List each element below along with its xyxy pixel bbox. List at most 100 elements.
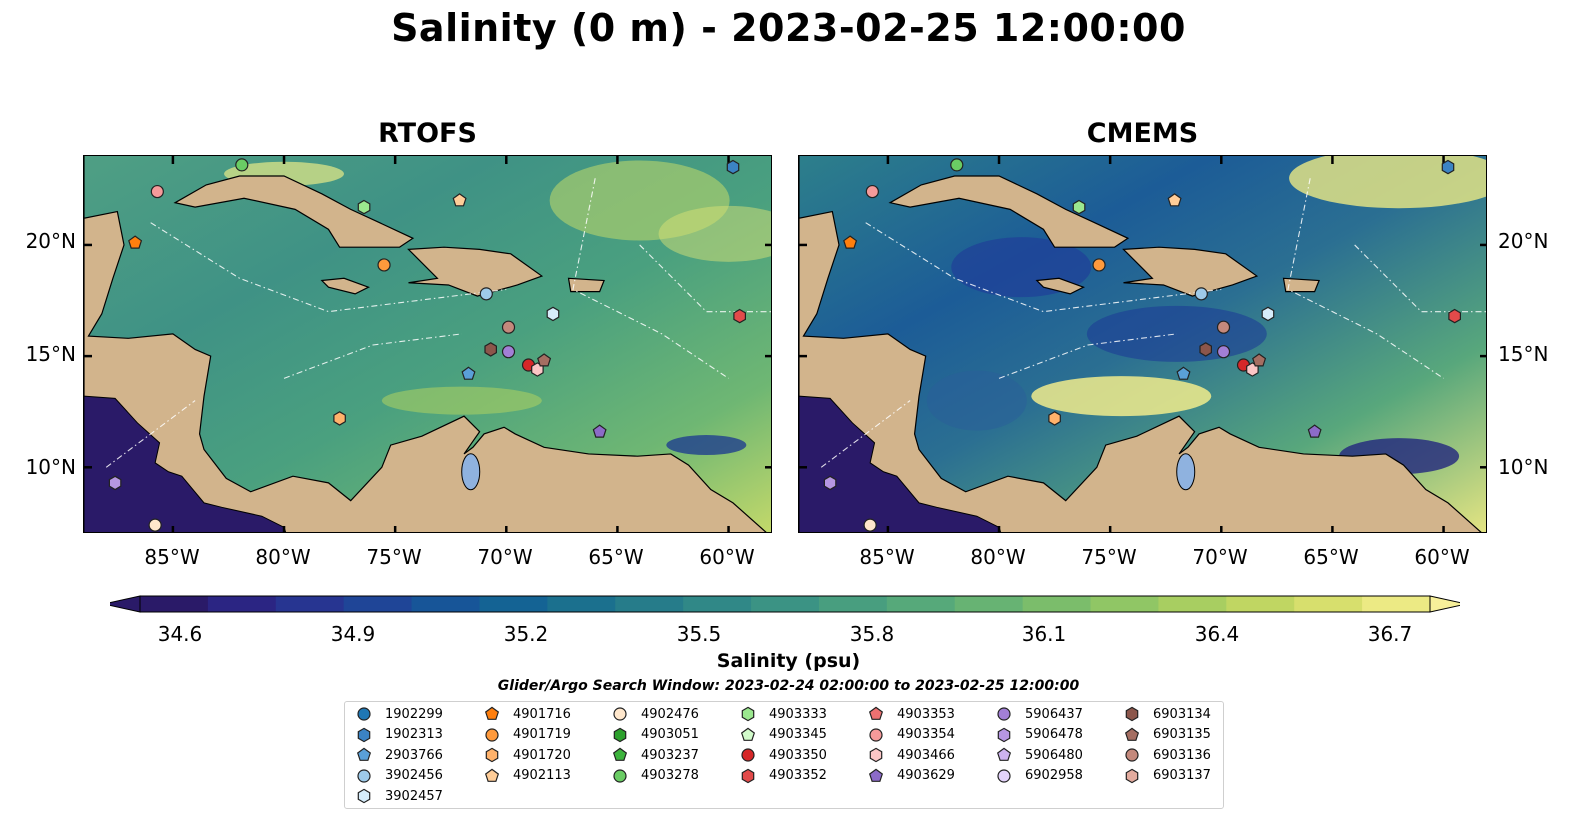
- colorbar-segment: [1158, 596, 1227, 612]
- legend-item: 5906478: [995, 725, 1083, 745]
- legend-label: 4903051: [641, 727, 699, 742]
- float-marker-3902457: [546, 306, 560, 322]
- salinity-patch: [1289, 156, 1486, 209]
- legend-marker: [485, 747, 499, 763]
- circle-marker-icon: [1125, 748, 1139, 762]
- legend-label: 4901720: [513, 747, 571, 763]
- legend-label: 6902958: [1025, 768, 1083, 783]
- pacific-ocean-overlay: [799, 395, 1002, 532]
- salinity-patch: [1031, 376, 1212, 417]
- float-marker-6903134: [1199, 342, 1212, 357]
- pentagon-marker-icon: [996, 747, 1012, 761]
- float-marker-6903136: [1216, 320, 1231, 334]
- legend-marker: [997, 768, 1011, 783]
- land-jamaica: [320, 277, 371, 295]
- legend-item: 6902958: [995, 766, 1083, 786]
- colorbar-segment: [411, 596, 480, 612]
- colorbar-tick: 36.1: [1021, 622, 1067, 646]
- eez-boundary: [865, 222, 1222, 313]
- legend-label: 4903352: [769, 768, 827, 783]
- circle-marker-icon: [613, 707, 627, 721]
- circle-marker-icon: [741, 748, 755, 762]
- legend-label: 1902299: [385, 706, 443, 722]
- circle-marker-icon: [357, 768, 371, 783]
- legend-item: 5906480: [995, 745, 1083, 765]
- float-marker-4903278: [950, 158, 964, 172]
- legend-marker: [613, 707, 627, 721]
- salinity-patch: [658, 205, 771, 262]
- pentagon-marker-icon: [484, 706, 500, 720]
- lat-tick-right-15: 15°N: [1498, 342, 1549, 366]
- panel-title-cmems: CMEMS: [1086, 118, 1199, 149]
- lon-tick-left-60: 60°W: [699, 545, 755, 569]
- float-marker-5906478: [108, 475, 122, 491]
- legend-label: 1902313: [385, 727, 443, 742]
- legend-marker: [1125, 748, 1139, 762]
- circle-marker-icon: [997, 768, 1011, 783]
- colorbar-segment: [886, 596, 956, 612]
- hexagon-marker-icon: [357, 727, 371, 742]
- legend-item: 4901720: [483, 745, 571, 765]
- circle-marker-icon: [357, 707, 371, 721]
- hexagon-marker-icon: [1125, 706, 1139, 722]
- legend-marker: [996, 747, 1012, 761]
- hexagon-marker-icon: [357, 788, 371, 804]
- float-marker-4902476: [148, 518, 162, 532]
- colorbar-segment: [547, 596, 616, 612]
- legend-item: 4903353: [867, 704, 955, 724]
- legend-label: 4903237: [641, 747, 699, 763]
- legend-marker: [997, 727, 1011, 742]
- legend-label: 4903278: [641, 768, 699, 783]
- colorbar-segment: [1090, 596, 1159, 612]
- eez-boundary: [572, 178, 729, 379]
- legend-marker: [612, 747, 628, 761]
- legend-label: 4901716: [513, 706, 571, 722]
- legend-item: 4903466: [867, 745, 955, 765]
- pentagon-marker-icon: [356, 747, 372, 761]
- float-marker-5906437: [1216, 345, 1231, 359]
- land-puertorico: [1282, 277, 1320, 293]
- legend-label: 6903137: [1153, 768, 1211, 783]
- legend-label: 3902456: [385, 768, 443, 783]
- float-marker-4902113: [452, 193, 467, 207]
- colorbar-segment: [343, 596, 413, 612]
- land-cuba: [173, 175, 415, 248]
- colorbar: [110, 595, 1460, 613]
- land-puertorico: [567, 277, 605, 293]
- legend-marker: [357, 788, 371, 804]
- salinity-patch: [1086, 305, 1267, 362]
- float-marker-4901720: [1048, 411, 1061, 426]
- float-marker-4902113: [1167, 193, 1182, 207]
- eez-boundary: [1287, 178, 1444, 379]
- legend-marker: [357, 768, 371, 783]
- float-marker-2903766: [461, 366, 476, 380]
- legend-label: 4903353: [897, 706, 955, 722]
- land-hispaniola: [1122, 246, 1259, 297]
- legend-label: 4903354: [897, 727, 955, 742]
- lat-tick-left-20: 20°N: [25, 229, 76, 253]
- legend-marker: [1125, 768, 1139, 783]
- colorbar-frame: [139, 595, 1431, 613]
- pacific-ocean-overlay: [84, 395, 287, 532]
- legend-label: 5906480: [1025, 747, 1083, 763]
- float-marker-4903278: [235, 158, 249, 172]
- float-marker-6903135: [537, 353, 552, 367]
- eez-boundary: [105, 400, 196, 468]
- hexagon-marker-icon: [741, 768, 755, 783]
- legend-item: 2903766: [355, 745, 443, 765]
- eez-boundary: [639, 244, 771, 313]
- legend-item: 4903237: [611, 745, 699, 765]
- figure-title: Salinity (0 m) - 2023-02-25 12:00:00: [391, 6, 1186, 50]
- pentagon-marker-icon: [868, 768, 884, 782]
- legend-marker: [740, 727, 756, 741]
- hexagon-marker-icon: [869, 747, 883, 763]
- legend-item: 4903354: [867, 725, 955, 745]
- legend-marker: [1125, 706, 1139, 722]
- legend-item: 6903137: [1123, 766, 1211, 786]
- colorbar-segment: [207, 596, 277, 612]
- colorbar-extend-max: [1429, 595, 1460, 613]
- legend-label: 2903766: [385, 747, 443, 763]
- legend-marker: [484, 768, 500, 782]
- legend-item: 6903135: [1123, 725, 1211, 745]
- legend-item: 6903134: [1123, 704, 1211, 724]
